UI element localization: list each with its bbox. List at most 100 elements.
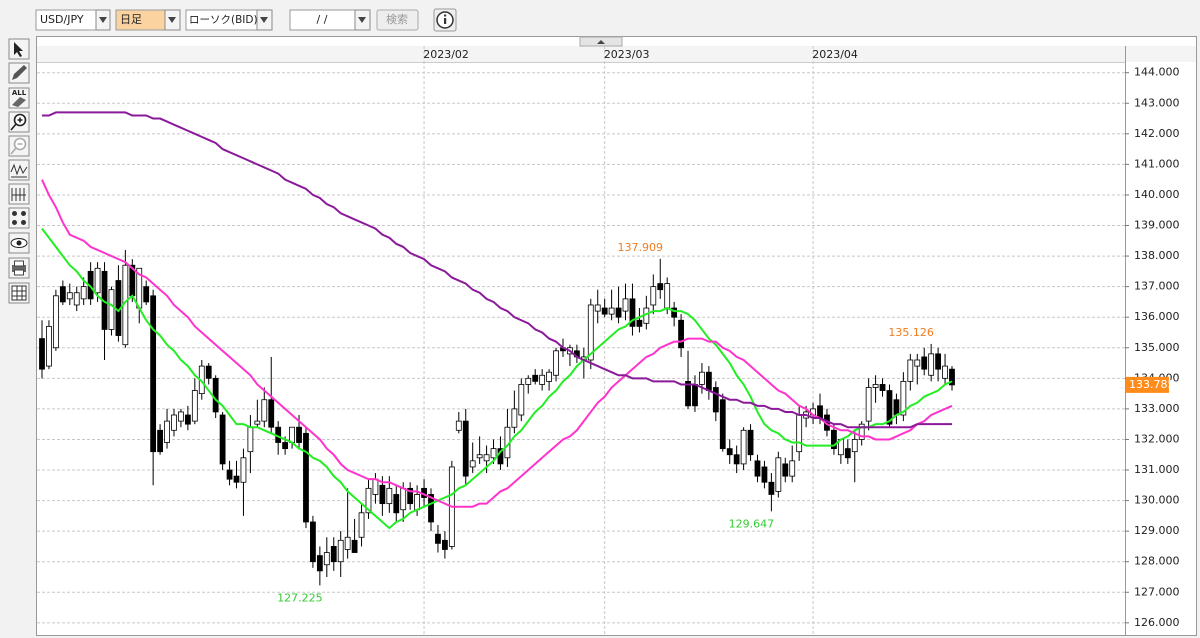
candle-body bbox=[858, 423, 865, 440]
icon bbox=[12, 97, 26, 107]
icon-text: ALL bbox=[12, 89, 27, 97]
icon bbox=[10, 117, 23, 131]
candle-body bbox=[657, 283, 664, 291]
x-tick-label: 2023/03 bbox=[604, 48, 650, 61]
candle-body bbox=[546, 371, 552, 382]
candle-body bbox=[358, 512, 365, 538]
candle-body bbox=[719, 399, 726, 450]
y-tick-label: 129.000 bbox=[1134, 524, 1180, 537]
candle-body bbox=[942, 365, 948, 379]
candle-body bbox=[747, 429, 754, 456]
candle-body bbox=[351, 539, 358, 553]
candle-body bbox=[685, 380, 691, 407]
y-tick-label: 140.000 bbox=[1134, 188, 1180, 201]
candle-body bbox=[303, 432, 309, 523]
toolbar: USD/JPY 日足 ローソク(BID) / / 検索 bbox=[35, 8, 457, 32]
plot: 126.000 127.000 128.000 129.000 130.000 131.0… bbox=[37, 46, 1180, 635]
candle-body bbox=[594, 304, 601, 312]
y-tick-label: 141.000 bbox=[1134, 157, 1180, 170]
candle-body bbox=[178, 411, 184, 422]
candle-body bbox=[150, 295, 157, 453]
y-tick-label: 136.000 bbox=[1134, 310, 1180, 323]
search-text: 検索 bbox=[386, 12, 408, 26]
candle-body bbox=[733, 454, 740, 465]
candle-body bbox=[414, 494, 421, 511]
icon bbox=[11, 285, 27, 301]
icon bbox=[12, 220, 17, 225]
icon bbox=[14, 269, 24, 276]
y-tick-label: 139.000 bbox=[1134, 219, 1180, 232]
collapse-arrow bbox=[597, 40, 605, 44]
icon bbox=[12, 265, 26, 272]
candle-body bbox=[226, 469, 233, 480]
extreme-label: 137.909 bbox=[617, 241, 663, 254]
candle-body bbox=[365, 487, 372, 514]
candle-body bbox=[796, 414, 803, 453]
candle-body bbox=[261, 399, 268, 422]
candle-body bbox=[539, 374, 546, 385]
candle-body bbox=[782, 463, 789, 477]
candle-body bbox=[615, 307, 622, 318]
candle-body bbox=[247, 426, 254, 453]
y-tick-label: 144.000 bbox=[1134, 66, 1180, 79]
candle-body bbox=[518, 384, 525, 416]
side-toolbar: ALL bbox=[8, 38, 30, 304]
candle-body bbox=[191, 390, 198, 422]
date-text: / / bbox=[317, 13, 328, 26]
y-tick-label: 142.000 bbox=[1134, 127, 1180, 140]
extreme-label: 127.225 bbox=[277, 591, 323, 604]
y-tick-label: 127.000 bbox=[1134, 585, 1180, 598]
candle-body bbox=[428, 494, 434, 523]
candle-body bbox=[699, 371, 705, 385]
candle-body bbox=[921, 356, 928, 370]
candle-body bbox=[372, 478, 379, 495]
last-price-box bbox=[1126, 376, 1169, 393]
candle-body bbox=[310, 521, 316, 563]
tool-symbols[interactable] bbox=[8, 207, 30, 229]
chart-kind-text: ローソク(BID) bbox=[189, 14, 258, 26]
candle-body bbox=[59, 286, 66, 303]
dropdown-arrow bbox=[168, 17, 176, 23]
candle-body bbox=[400, 487, 407, 511]
candle-body bbox=[407, 487, 414, 505]
candle-body bbox=[490, 448, 497, 459]
candle-body bbox=[316, 555, 323, 572]
y-tick-label: 131.000 bbox=[1134, 463, 1180, 476]
x-tick-label: 2023/04 bbox=[812, 48, 858, 61]
candle-body bbox=[184, 414, 191, 425]
icon bbox=[14, 260, 24, 267]
y-tick-label: 135.000 bbox=[1134, 341, 1180, 354]
ma-line bbox=[41, 179, 953, 508]
icon bbox=[21, 211, 26, 216]
candle-body bbox=[636, 319, 643, 327]
symbol-text: USD/JPY bbox=[40, 13, 84, 26]
candle-body bbox=[212, 377, 219, 413]
candle-body bbox=[935, 353, 942, 370]
search-button[interactable] bbox=[376, 9, 419, 31]
candle-body bbox=[671, 307, 678, 318]
candle-body bbox=[233, 475, 240, 483]
icon bbox=[12, 211, 17, 216]
info-icon bbox=[444, 14, 447, 17]
candle-body bbox=[462, 420, 469, 477]
candle-body bbox=[608, 307, 615, 315]
candle-body bbox=[851, 439, 858, 453]
candle-body bbox=[66, 292, 73, 300]
candle-body bbox=[768, 481, 775, 495]
candle-body bbox=[323, 552, 330, 566]
icon bbox=[10, 163, 28, 178]
icon bbox=[14, 42, 23, 57]
candle-body bbox=[476, 454, 483, 459]
extreme-label: 129.647 bbox=[729, 517, 775, 530]
candle-body bbox=[441, 539, 448, 550]
candle-body bbox=[532, 374, 539, 382]
candle-body bbox=[143, 286, 150, 303]
candle-body bbox=[164, 420, 170, 443]
candle-body bbox=[893, 399, 900, 416]
icon bbox=[16, 240, 22, 246]
candle-body bbox=[205, 365, 212, 379]
candle-body bbox=[879, 384, 886, 391]
candle-body bbox=[39, 338, 45, 370]
last-price-label: 133.785 bbox=[1129, 378, 1175, 391]
icon bbox=[10, 143, 23, 155]
